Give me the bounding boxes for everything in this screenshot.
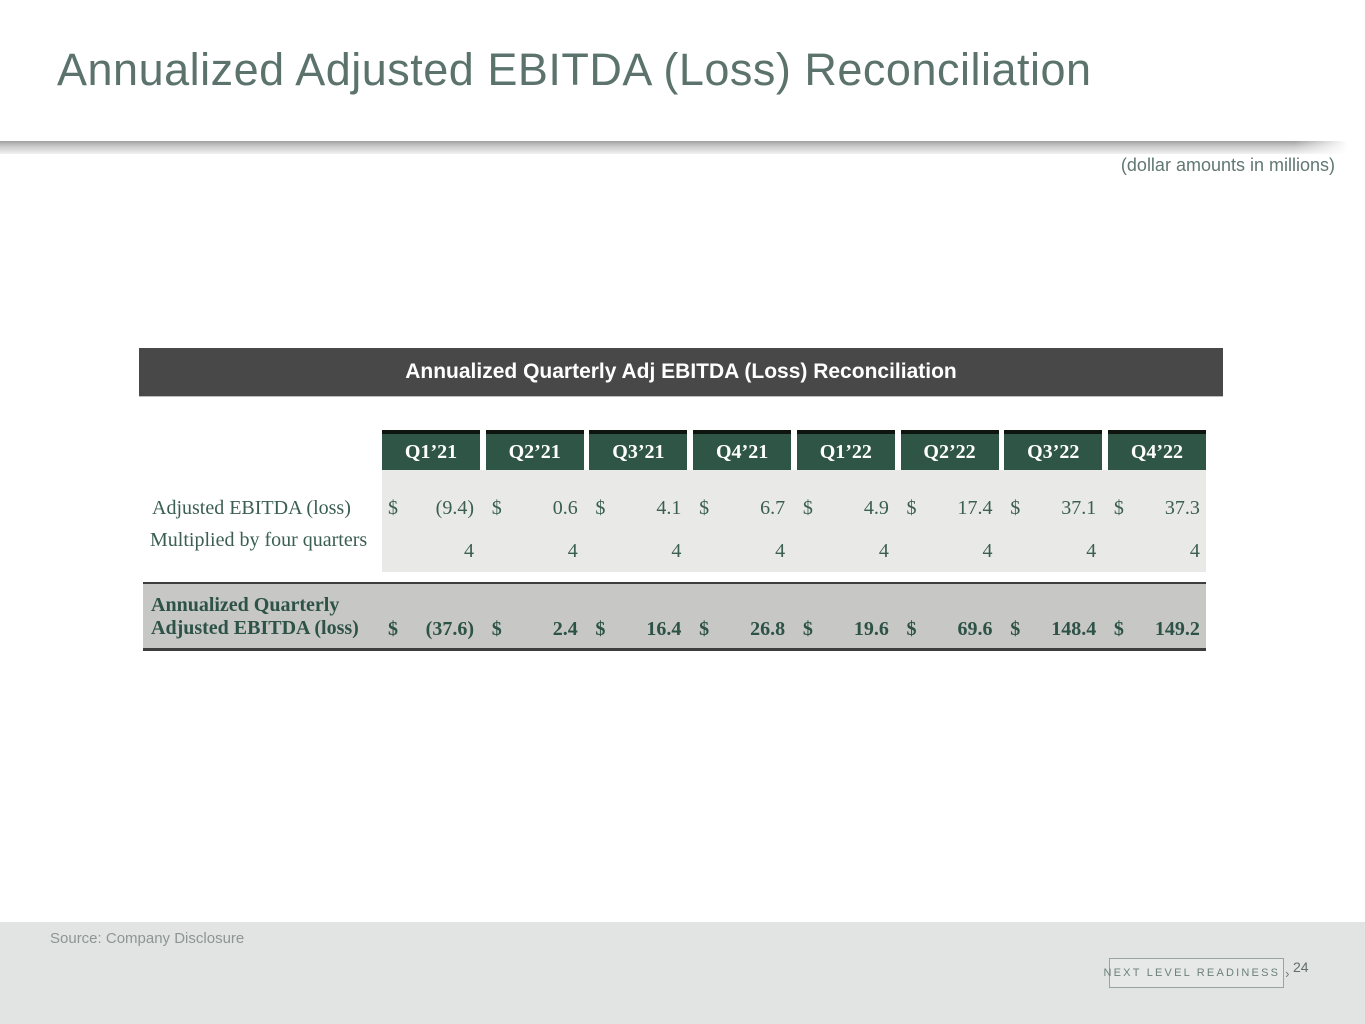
row-label-adjusted-ebitda: Adjusted EBITDA (loss)	[152, 497, 351, 519]
table-cell: $ (9.4)	[382, 497, 480, 521]
cell-value: 19.6	[853, 618, 889, 640]
cell-value: 4.1	[656, 497, 682, 519]
table-cell: $ (37.6)	[382, 618, 480, 642]
cell-value: 4	[1086, 540, 1097, 562]
table-cell: $ 37.3	[1108, 497, 1206, 521]
currency-symbol: $	[1010, 497, 1021, 519]
source-note: Source: Company Disclosure	[50, 930, 245, 947]
table-row-multiplier-values: 4 4 4 4 4 4 4	[382, 540, 1206, 564]
quarter-header-cell: Q2’21	[485, 430, 584, 470]
table-cell: $ 149.2	[1108, 618, 1206, 642]
table-cell: 4	[382, 540, 480, 564]
table-cell: $ 26.8	[693, 618, 791, 642]
table-cell: 4	[589, 540, 687, 564]
currency-symbol: $	[906, 497, 917, 519]
cell-value: 16.4	[646, 618, 682, 640]
cell-value: 69.6	[957, 618, 993, 640]
page-title: Annualized Adjusted EBITDA (Loss) Reconc…	[57, 44, 1092, 95]
quarter-header-cell: Q3’22	[1004, 430, 1103, 470]
currency-symbol: $	[699, 497, 710, 519]
title-divider	[0, 141, 1348, 154]
total-row-values: $ (37.6) $ 2.4 $ 16.4 $ 26.8	[382, 618, 1206, 642]
quarter-header-cell: Q1’21	[382, 430, 480, 470]
quarter-header-row: Q1’21 Q2’21 Q3’21 Q4’21 Q1’22 Q2’22 Q3’2…	[382, 430, 1206, 470]
table-title-bar: Annualized Quarterly Adj EBITDA (Loss) R…	[139, 348, 1223, 397]
quarter-header-cell: Q4’22	[1107, 430, 1206, 470]
cell-value: 4	[567, 540, 578, 562]
quarter-header-cell: Q1’22	[796, 430, 895, 470]
currency-symbol: $	[388, 497, 398, 519]
currency-symbol: $	[595, 497, 606, 519]
footer: Source: Company Disclosure NEXT LEVEL RE…	[0, 922, 1365, 1024]
quarter-header-cell: Q3’21	[589, 430, 688, 470]
currency-symbol: $	[1113, 497, 1124, 519]
table-data-area	[382, 470, 1206, 572]
table-cell: 4	[486, 540, 584, 564]
cell-value: 6.7	[760, 497, 786, 519]
cell-value: 4	[1189, 540, 1200, 562]
table-cell: $ 17.4	[901, 497, 999, 521]
currency-symbol: $	[802, 497, 813, 519]
cell-value: 4	[878, 540, 889, 562]
currency-symbol: $	[491, 618, 502, 640]
table-cell: 4	[1108, 540, 1206, 564]
total-row-label-line2: Adjusted EBITDA (loss)	[151, 617, 359, 639]
cell-value: 4	[775, 540, 786, 562]
table-cell: 4	[693, 540, 791, 564]
total-row-label: Annualized Quarterly Adjusted EBITDA (lo…	[151, 594, 359, 640]
cell-value: 26.8	[750, 618, 786, 640]
currency-symbol: $	[699, 618, 710, 640]
table-cell: $ 16.4	[589, 618, 687, 642]
cell-value: 2.4	[552, 618, 578, 640]
total-row: Annualized Quarterly Adjusted EBITDA (lo…	[143, 582, 1206, 651]
quarter-header-cell: Q4’21	[693, 430, 792, 470]
table-cell: $ 6.7	[693, 497, 791, 521]
currency-symbol: $	[802, 618, 813, 640]
cell-value: 37.3	[1164, 497, 1200, 519]
cell-value: 148.4	[1051, 618, 1097, 640]
units-note: (dollar amounts in millions)	[1120, 155, 1335, 175]
table-cell: $ 69.6	[901, 618, 999, 642]
brand-badge: NEXT LEVEL READINESS ›	[1104, 958, 1290, 988]
table-cell: 4	[797, 540, 895, 564]
total-row-label-line1: Annualized Quarterly	[151, 594, 340, 616]
currency-symbol: $	[595, 618, 606, 640]
currency-symbol: $	[491, 497, 502, 519]
row-label-multiplied: Multiplied by four quarters	[150, 529, 368, 551]
cell-value: 17.4	[957, 497, 993, 519]
cell-value: 4	[982, 540, 993, 562]
chevron-right-icon: ›	[1285, 965, 1290, 981]
table-cell: $ 4.1	[589, 497, 687, 521]
table-cell: 4	[901, 540, 999, 564]
cell-value: 37.1	[1061, 497, 1097, 519]
table-cell: $ 148.4	[1004, 618, 1102, 642]
cell-value: (9.4)	[435, 497, 474, 519]
currency-symbol: $	[1113, 618, 1124, 640]
cell-value: 149.2	[1154, 618, 1200, 640]
cell-value: 4	[671, 540, 682, 562]
currency-symbol: $	[1010, 618, 1021, 640]
table-cell: $ 0.6	[486, 497, 584, 521]
table-cell: $ 19.6	[797, 618, 895, 642]
table-cell: $ 4.9	[797, 497, 895, 521]
table-cell: 4	[1004, 540, 1102, 564]
brand-badge-label: NEXT LEVEL READINESS	[1103, 967, 1281, 979]
currency-symbol: $	[906, 618, 917, 640]
currency-symbol: $	[388, 618, 398, 640]
cell-value: 0.6	[552, 497, 578, 519]
cell-value: 4.9	[863, 497, 889, 519]
table-row-adjusted-ebitda-values: $ (9.4) $ 0.6 $ 4.1 $ 6.7 $ 4.9	[382, 497, 1206, 521]
table-cell: $ 2.4	[486, 618, 584, 642]
page-number: 24	[1293, 959, 1309, 975]
table-cell: $ 37.1	[1004, 497, 1102, 521]
quarter-header-cell: Q2’22	[900, 430, 999, 470]
cell-value: (37.6)	[425, 618, 474, 640]
cell-value: 4	[464, 540, 474, 562]
